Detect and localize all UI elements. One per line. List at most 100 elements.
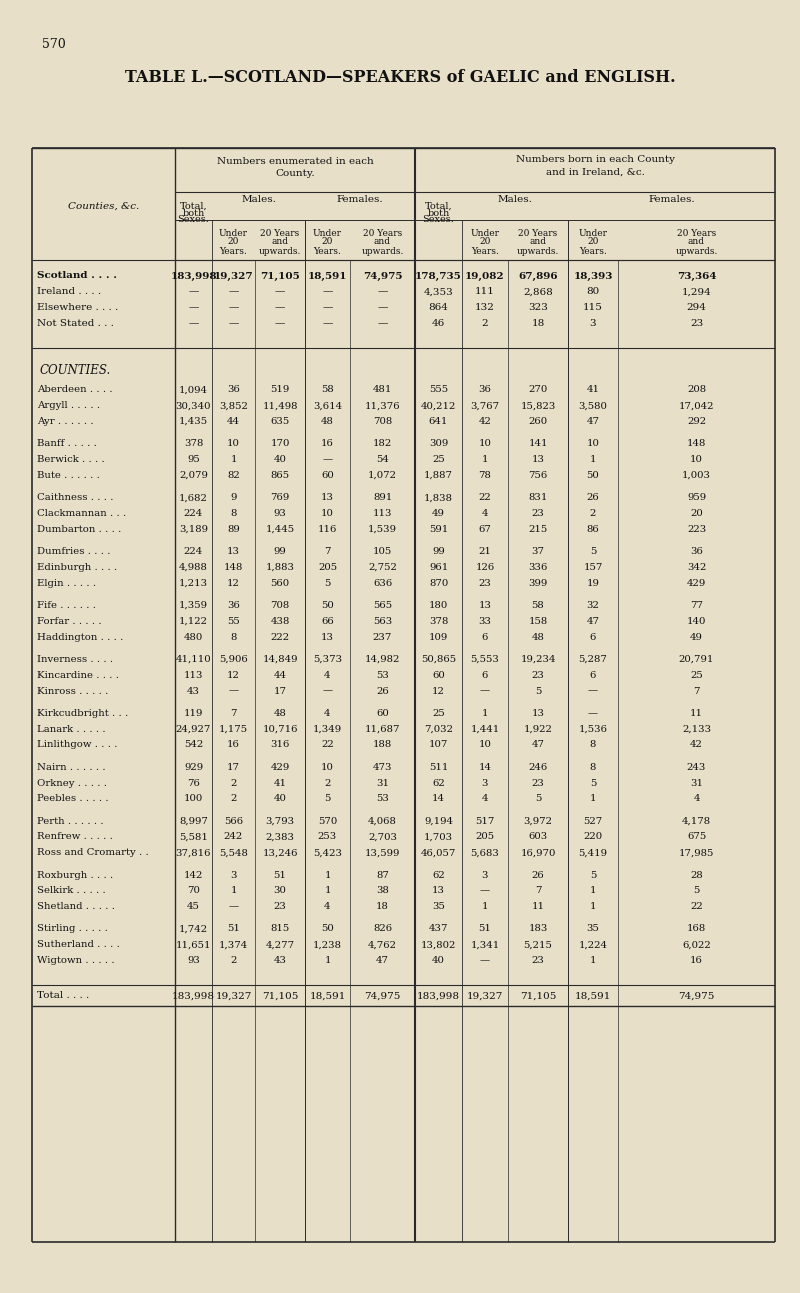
Text: Caithness . . . .: Caithness . . . .	[37, 494, 114, 502]
Text: 100: 100	[184, 794, 203, 803]
Text: 570: 570	[318, 817, 337, 826]
Text: Banff . . . . .: Banff . . . . .	[37, 440, 97, 449]
Text: 8,997: 8,997	[179, 817, 208, 826]
Text: 113: 113	[184, 671, 203, 680]
Text: 170: 170	[270, 440, 290, 449]
Text: 126: 126	[475, 562, 494, 572]
Text: 28: 28	[690, 870, 703, 879]
Text: County.: County.	[275, 169, 315, 178]
Text: 58: 58	[321, 385, 334, 394]
Text: 870: 870	[429, 579, 448, 588]
Text: 55: 55	[227, 617, 240, 626]
Text: 16: 16	[227, 741, 240, 750]
Text: 675: 675	[687, 833, 706, 842]
Text: Elsewhere . . . .: Elsewhere . . . .	[37, 304, 118, 313]
Text: 60: 60	[432, 671, 445, 680]
Text: 20: 20	[479, 238, 490, 247]
Text: Renfrew . . . . .: Renfrew . . . . .	[37, 833, 113, 842]
Text: 73,364: 73,364	[677, 272, 716, 281]
Text: 13,246: 13,246	[262, 848, 298, 857]
Text: Orkney . . . . .: Orkney . . . . .	[37, 778, 107, 787]
Text: 1: 1	[230, 455, 237, 464]
Text: 99: 99	[274, 547, 286, 556]
Text: 20,791: 20,791	[679, 656, 714, 665]
Text: 36: 36	[478, 385, 491, 394]
Text: 30,340: 30,340	[176, 401, 211, 410]
Text: Bute . . . . . .: Bute . . . . . .	[37, 471, 100, 480]
Text: 37: 37	[531, 547, 545, 556]
Text: Females.: Females.	[337, 195, 383, 204]
Text: 13,802: 13,802	[421, 940, 456, 949]
Text: 1,003: 1,003	[682, 471, 711, 480]
Text: 14,982: 14,982	[365, 656, 400, 665]
Text: 41,110: 41,110	[176, 656, 211, 665]
Text: 19,082: 19,082	[465, 272, 505, 281]
Text: 46: 46	[432, 319, 445, 328]
Text: 1,536: 1,536	[578, 724, 607, 733]
Text: 109: 109	[429, 632, 448, 641]
Text: 13: 13	[478, 601, 491, 610]
Text: Lanark . . . . .: Lanark . . . . .	[37, 724, 106, 733]
Text: —: —	[229, 687, 238, 696]
Text: —: —	[322, 319, 333, 328]
Text: 158: 158	[528, 617, 548, 626]
Text: 188: 188	[373, 741, 392, 750]
Text: 48: 48	[321, 418, 334, 427]
Text: 31: 31	[690, 778, 703, 787]
Text: 3,793: 3,793	[266, 817, 294, 826]
Text: 517: 517	[475, 817, 494, 826]
Text: —: —	[188, 304, 198, 313]
Text: 19,234: 19,234	[520, 656, 556, 665]
Text: 23: 23	[531, 671, 545, 680]
Text: 223: 223	[687, 525, 706, 534]
Text: Stirling . . . . .: Stirling . . . . .	[37, 924, 108, 934]
Text: 5: 5	[694, 887, 700, 895]
Text: Under: Under	[313, 229, 342, 238]
Text: Years.: Years.	[471, 247, 499, 256]
Text: 20 Years: 20 Years	[677, 229, 716, 238]
Text: Ross and Cromarty . .: Ross and Cromarty . .	[37, 848, 149, 857]
Text: 1: 1	[482, 709, 488, 718]
Text: Males.: Males.	[498, 195, 533, 204]
Text: upwards.: upwards.	[517, 247, 559, 256]
Text: 480: 480	[184, 632, 203, 641]
Text: 5,581: 5,581	[179, 833, 208, 842]
Text: 16: 16	[690, 956, 703, 965]
Text: 3,189: 3,189	[179, 525, 208, 534]
Text: 864: 864	[429, 304, 449, 313]
Text: 40,212: 40,212	[421, 401, 456, 410]
Text: 1: 1	[482, 455, 488, 464]
Text: 1: 1	[324, 870, 330, 879]
Text: —: —	[322, 304, 333, 313]
Text: 5,683: 5,683	[470, 848, 499, 857]
Text: 23: 23	[531, 956, 545, 965]
Text: 4,353: 4,353	[424, 287, 454, 296]
Text: —: —	[275, 287, 285, 296]
Text: 53: 53	[376, 794, 389, 803]
Text: 25: 25	[432, 455, 445, 464]
Text: 5: 5	[590, 547, 596, 556]
Text: 67,896: 67,896	[518, 272, 558, 281]
Text: 294: 294	[686, 304, 706, 313]
Text: 220: 220	[583, 833, 602, 842]
Text: Haddington . . . .: Haddington . . . .	[37, 632, 123, 641]
Text: 378: 378	[429, 617, 448, 626]
Text: 12: 12	[432, 687, 445, 696]
Text: 13: 13	[531, 709, 545, 718]
Text: 105: 105	[373, 547, 392, 556]
Text: Dumbarton . . . .: Dumbarton . . . .	[37, 525, 122, 534]
Text: 51: 51	[274, 870, 286, 879]
Text: 1,682: 1,682	[179, 494, 208, 502]
Text: 19,327: 19,327	[214, 272, 254, 281]
Text: Counties, &c.: Counties, &c.	[68, 202, 139, 211]
Text: 62: 62	[432, 778, 445, 787]
Text: 2,079: 2,079	[179, 471, 208, 480]
Text: Forfar . . . . .: Forfar . . . . .	[37, 617, 102, 626]
Text: Females.: Females.	[648, 195, 695, 204]
Text: Under: Under	[470, 229, 499, 238]
Text: 182: 182	[373, 440, 392, 449]
Text: 1,238: 1,238	[313, 940, 342, 949]
Text: 323: 323	[528, 304, 548, 313]
Text: 16,970: 16,970	[520, 848, 556, 857]
Text: 1,703: 1,703	[424, 833, 453, 842]
